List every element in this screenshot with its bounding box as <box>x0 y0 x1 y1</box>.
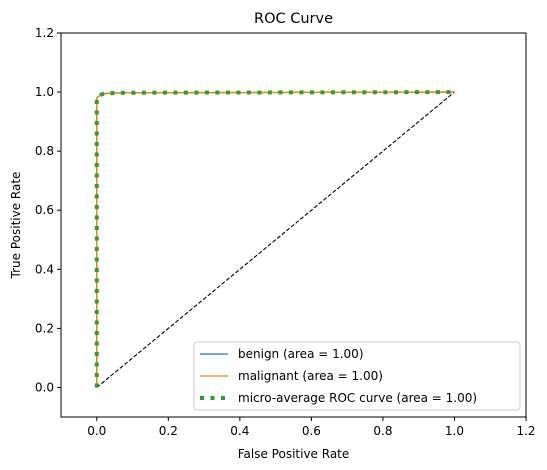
legend-label-1: malignant (area = 1.00) <box>238 369 383 383</box>
y-tick-label: 1.0 <box>35 85 54 99</box>
x-tick-label: 0.0 <box>87 424 106 438</box>
chart-title: ROC Curve <box>254 11 333 27</box>
x-tick-label: 1.0 <box>445 424 464 438</box>
legend: benign (area = 1.00) malignant (area = 1.… <box>193 341 521 411</box>
x-axis-ticks: 0.0 0.2 0.4 0.6 0.8 1.0 1.2 <box>87 417 536 438</box>
x-axis-label: False Positive Rate <box>238 447 350 461</box>
reference-diagonal-line <box>96 91 455 388</box>
y-tick-label: 0.4 <box>35 262 54 276</box>
x-tick-label: 0.2 <box>159 424 178 438</box>
series-line-2 <box>94 90 455 388</box>
y-axis-ticks: 0.0 0.2 0.4 0.6 0.8 1.0 1.2 <box>35 26 61 394</box>
x-tick-label: 0.8 <box>373 424 392 438</box>
plot-frame <box>60 32 527 418</box>
y-axis-label: True Positive Rate <box>9 172 23 280</box>
x-tick-label: 0.4 <box>230 424 249 438</box>
y-tick-label: 0.8 <box>35 144 54 158</box>
x-tick-label: 1.2 <box>516 424 535 438</box>
y-tick-label: 0.6 <box>35 203 54 217</box>
legend-label-0: benign (area = 1.00) <box>238 347 364 361</box>
x-tick-label: 0.6 <box>302 424 321 438</box>
y-tick-label: 0.0 <box>35 380 54 394</box>
y-tick-label: 1.2 <box>35 26 54 40</box>
plot-lines <box>94 90 455 388</box>
legend-box <box>193 341 521 411</box>
y-tick-label: 0.2 <box>35 321 54 335</box>
legend-label-2: micro-average ROC curve (area = 1.00) <box>238 391 477 405</box>
